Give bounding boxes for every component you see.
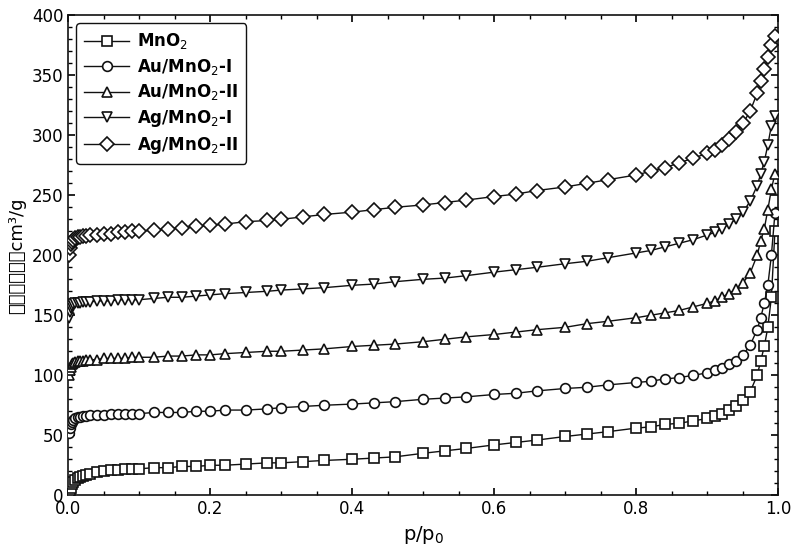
Line: Ag/MnO$_2$-I: Ag/MnO$_2$-I: [64, 111, 780, 322]
Legend: MnO$_2$, Au/MnO$_2$-I, Au/MnO$_2$-II, Ag/MnO$_2$-I, Ag/MnO$_2$-II: MnO$_2$, Au/MnO$_2$-I, Au/MnO$_2$-II, Ag…: [76, 23, 246, 163]
Au/MnO$_2$-II: [120, 355, 130, 362]
MnO$_2$: [82, 471, 91, 478]
Ag/MnO$_2$-I: [64, 314, 74, 321]
Au/MnO$_2$-I: [369, 399, 378, 406]
Au/MnO$_2$-I: [66, 421, 75, 428]
Line: Au/MnO$_2$-I: Au/MnO$_2$-I: [64, 208, 780, 438]
Au/MnO$_2$-II: [73, 357, 82, 364]
Au/MnO$_2$-II: [369, 342, 378, 348]
Au/MnO$_2$-II: [646, 312, 655, 319]
MnO$_2$: [646, 424, 655, 430]
MnO$_2$: [369, 455, 378, 461]
Ag/MnO$_2$-I: [770, 113, 780, 120]
Ag/MnO$_2$-I: [82, 299, 91, 305]
MnO$_2$: [66, 485, 75, 491]
Au/MnO$_2$-I: [73, 414, 82, 420]
Au/MnO$_2$-II: [770, 171, 780, 177]
Line: Ag/MnO$_2$-II: Ag/MnO$_2$-II: [64, 31, 780, 260]
Au/MnO$_2$-II: [66, 363, 75, 370]
Ag/MnO$_2$-II: [770, 32, 780, 39]
MnO$_2$: [120, 465, 130, 472]
Ag/MnO$_2$-II: [73, 234, 82, 240]
Ag/MnO$_2$-I: [120, 296, 130, 303]
Ag/MnO$_2$-II: [369, 207, 378, 213]
Au/MnO$_2$-I: [82, 413, 91, 419]
Au/MnO$_2$-II: [82, 356, 91, 363]
Ag/MnO$_2$-II: [120, 229, 130, 236]
Line: Au/MnO$_2$-II: Au/MnO$_2$-II: [64, 169, 780, 380]
Ag/MnO$_2$-I: [66, 305, 75, 311]
Au/MnO$_2$-I: [120, 411, 130, 417]
Ag/MnO$_2$-I: [73, 300, 82, 306]
Ag/MnO$_2$-II: [82, 233, 91, 239]
Ag/MnO$_2$-II: [64, 252, 74, 259]
MnO$_2$: [64, 490, 74, 496]
Au/MnO$_2$-I: [770, 210, 780, 217]
X-axis label: p/p$_0$: p/p$_0$: [402, 524, 444, 546]
Ag/MnO$_2$-I: [369, 281, 378, 288]
Au/MnO$_2$-I: [646, 378, 655, 384]
Line: MnO$_2$: MnO$_2$: [64, 227, 780, 497]
Ag/MnO$_2$-II: [646, 168, 655, 175]
Y-axis label: 吸脱附体积／cm³/g: 吸脱附体积／cm³/g: [8, 197, 26, 314]
Ag/MnO$_2$-I: [646, 247, 655, 254]
Au/MnO$_2$-II: [64, 372, 74, 378]
MnO$_2$: [73, 475, 82, 482]
Ag/MnO$_2$-II: [66, 241, 75, 248]
Au/MnO$_2$-I: [64, 429, 74, 436]
MnO$_2$: [770, 228, 780, 235]
